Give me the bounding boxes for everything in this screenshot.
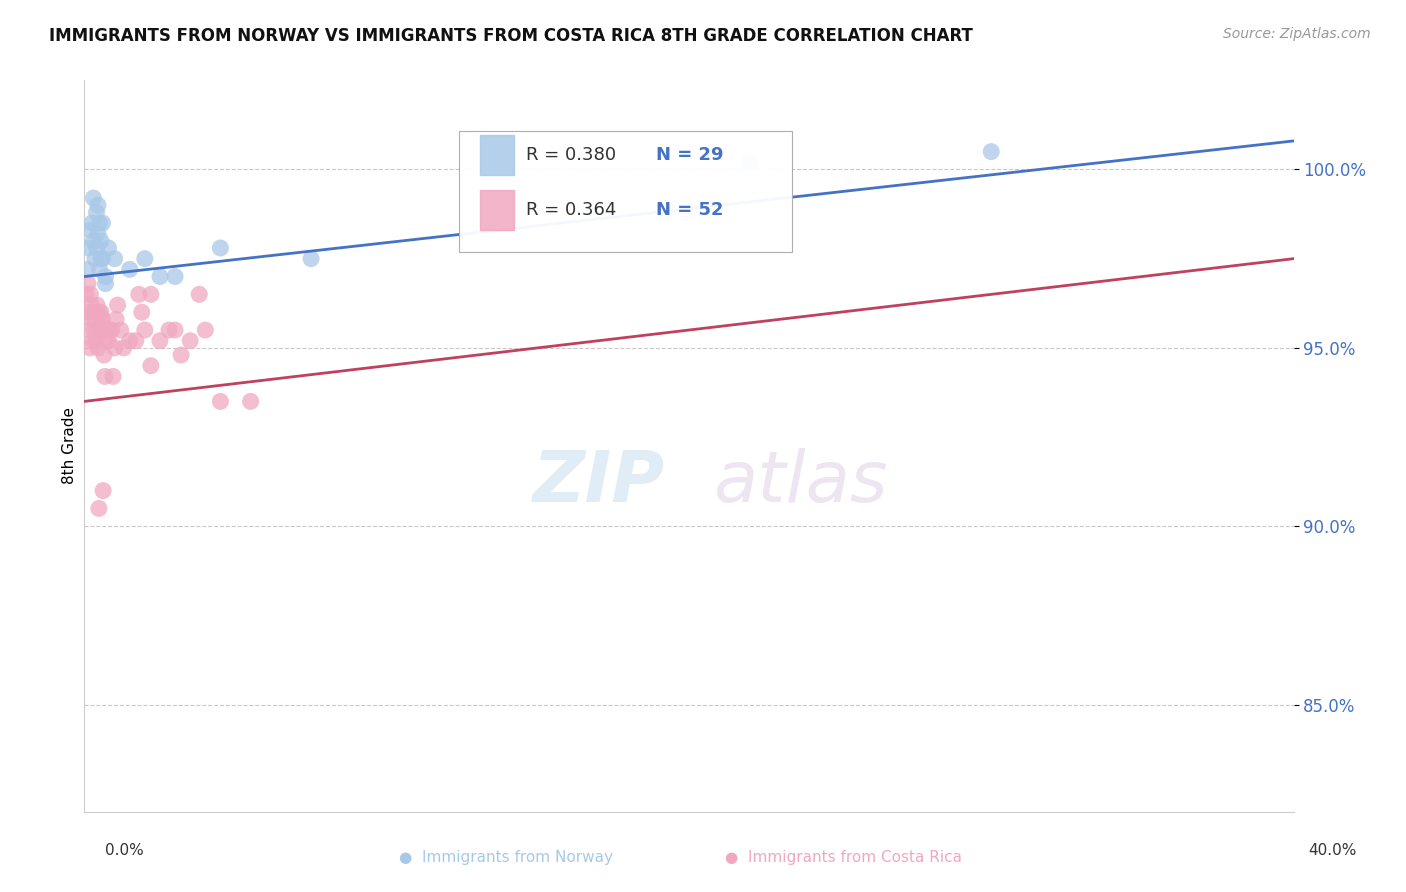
Point (101, 369, 124, 384)
Text: ●  Immigrants from Norway: ● Immigrants from Norway (399, 850, 613, 865)
Point (98, 323, 121, 337)
Point (82, 234, 104, 248)
Point (90, 305, 112, 319)
Point (149, 334, 172, 348)
Point (118, 262, 141, 277)
Point (128, 287, 150, 301)
Point (86, 205, 108, 219)
Point (97, 241, 120, 255)
Text: R = 0.364: R = 0.364 (526, 202, 616, 219)
Point (76, 305, 98, 319)
Point (134, 323, 156, 337)
Point (980, 145, 1002, 159)
Text: ●  Immigrants from Costa Rica: ● Immigrants from Costa Rica (725, 850, 962, 865)
Text: Source: ZipAtlas.com: Source: ZipAtlas.com (1223, 27, 1371, 41)
Point (86, 298, 108, 312)
Point (90, 323, 112, 337)
Point (82, 334, 104, 348)
Point (89, 216, 111, 230)
Point (209, 241, 232, 255)
Point (96, 334, 118, 348)
Text: N = 29: N = 29 (657, 146, 724, 164)
Point (79, 223, 101, 237)
Point (87, 227, 110, 241)
Point (80, 298, 103, 312)
Point (165, 269, 187, 284)
Point (149, 269, 172, 284)
Point (90, 252, 112, 266)
Point (82, 191, 104, 205)
Point (91, 216, 114, 230)
Point (299, 252, 322, 266)
Point (77, 241, 100, 255)
Y-axis label: 8th Grade: 8th Grade (62, 408, 77, 484)
Point (84, 312, 107, 326)
Point (239, 394, 262, 409)
Point (84, 334, 107, 348)
Point (82, 305, 104, 319)
Text: R = 0.380: R = 0.380 (526, 146, 616, 164)
Text: IMMIGRANTS FROM NORWAY VS IMMIGRANTS FROM COSTA RICA 8TH GRADE CORRELATION CHART: IMMIGRANTS FROM NORWAY VS IMMIGRANTS FRO… (49, 27, 973, 45)
Point (86, 323, 108, 337)
Point (125, 334, 148, 348)
Point (77, 277, 100, 291)
Point (104, 341, 127, 355)
Point (179, 334, 201, 348)
Point (90, 312, 112, 326)
Point (100, 323, 122, 337)
Point (94, 277, 117, 291)
Point (139, 359, 162, 373)
Point (188, 287, 211, 301)
Point (91, 483, 114, 498)
Point (94, 269, 117, 284)
Point (105, 312, 128, 326)
Point (79, 341, 101, 355)
Point (165, 323, 187, 337)
Point (91, 252, 114, 266)
Text: 0.0%: 0.0% (105, 843, 145, 858)
Point (97, 334, 120, 348)
Point (89, 262, 111, 277)
Point (80, 216, 103, 230)
Point (134, 252, 156, 266)
Point (157, 323, 180, 337)
Point (94, 323, 117, 337)
Point (93, 348, 115, 362)
Text: N = 52: N = 52 (657, 202, 724, 219)
Point (194, 323, 217, 337)
Point (139, 287, 162, 301)
Point (75, 287, 97, 301)
Point (91, 312, 114, 326)
Point (118, 334, 141, 348)
Point (209, 394, 232, 409)
Text: atlas: atlas (713, 448, 887, 517)
Point (94, 369, 117, 384)
Point (170, 348, 193, 362)
Point (86, 241, 108, 255)
Point (89, 305, 111, 319)
Point (77, 323, 100, 337)
Point (107, 298, 129, 312)
Point (83, 323, 105, 337)
Point (87, 198, 110, 212)
FancyBboxPatch shape (460, 131, 792, 252)
Point (738, 155, 761, 169)
Point (110, 323, 132, 337)
Point (87, 341, 110, 355)
Point (112, 341, 135, 355)
Text: ZIP: ZIP (533, 448, 665, 517)
Bar (479, 136, 513, 176)
Point (80, 312, 103, 326)
Point (84, 252, 107, 266)
Point (79, 287, 101, 301)
Point (90, 234, 112, 248)
Point (104, 252, 127, 266)
Point (87, 501, 110, 516)
Text: 40.0%: 40.0% (1309, 843, 1357, 858)
Point (131, 305, 153, 319)
Bar (479, 190, 513, 230)
Point (76, 262, 98, 277)
